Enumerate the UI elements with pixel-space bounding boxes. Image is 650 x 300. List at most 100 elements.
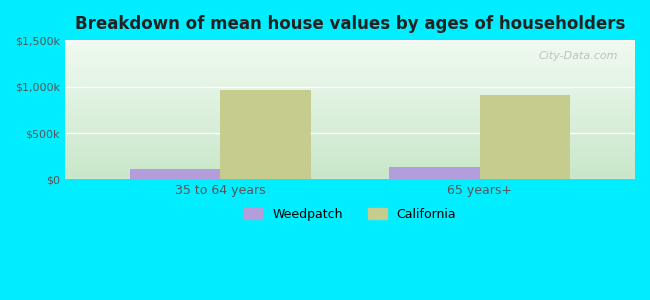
Bar (65, 96, 635, 97)
Bar (65, 157, 635, 159)
Bar (65, 51, 635, 53)
Bar (65, 89, 635, 90)
Bar (65, 174, 635, 175)
Bar (65, 119, 635, 121)
Bar (65, 152, 635, 153)
Bar (65, 86, 635, 88)
Bar (65, 128, 635, 129)
Bar (65, 129, 635, 131)
Bar (65, 80, 635, 82)
Bar (65, 160, 635, 161)
Bar (65, 161, 635, 163)
Bar (65, 122, 635, 124)
Bar (65, 85, 635, 86)
Bar (65, 131, 635, 132)
Bar (65, 94, 635, 96)
Bar (65, 44, 635, 46)
Bar (65, 118, 635, 119)
Bar (65, 50, 635, 51)
Bar (65, 132, 635, 134)
Bar (65, 175, 635, 177)
Bar (65, 71, 635, 72)
Bar (65, 171, 635, 172)
Bar (129, 169, 220, 179)
Bar (389, 167, 480, 179)
Text: City-Data.com: City-Data.com (538, 51, 618, 61)
Bar (65, 170, 635, 171)
Bar (65, 143, 635, 145)
Bar (65, 46, 635, 47)
Bar (65, 124, 635, 125)
Bar (65, 177, 635, 178)
Bar (65, 92, 635, 93)
Bar (65, 74, 635, 75)
Bar (65, 117, 635, 118)
Bar (65, 75, 635, 76)
Bar (65, 56, 635, 57)
Bar (65, 111, 635, 112)
Bar (65, 136, 635, 138)
Legend: Weedpatch, California: Weedpatch, California (239, 203, 462, 226)
Bar (65, 64, 635, 65)
Bar (65, 93, 635, 94)
Bar (65, 40, 635, 41)
Bar (65, 159, 635, 160)
Bar (65, 168, 635, 170)
Bar (65, 114, 635, 116)
Bar (65, 121, 635, 122)
Bar (65, 69, 635, 71)
Bar (65, 140, 635, 142)
Bar (65, 65, 635, 67)
Bar (65, 139, 635, 140)
Bar (65, 125, 635, 127)
Bar (65, 78, 635, 79)
Bar (65, 68, 635, 69)
Bar (65, 76, 635, 78)
Bar (65, 100, 635, 101)
Bar (65, 127, 635, 128)
Bar (65, 116, 635, 117)
Bar (65, 54, 635, 56)
Bar (65, 60, 635, 61)
Bar (65, 83, 635, 85)
Bar (65, 164, 635, 166)
Bar (220, 90, 311, 179)
Bar (65, 149, 635, 150)
Bar (65, 62, 635, 64)
Bar (65, 138, 635, 139)
Bar (65, 135, 635, 136)
Bar (65, 147, 635, 149)
Bar (65, 79, 635, 80)
Bar (65, 112, 635, 114)
Bar (65, 90, 635, 92)
Bar (65, 88, 635, 89)
Bar (65, 41, 635, 43)
Bar (65, 167, 635, 168)
Bar (65, 110, 635, 111)
Bar (65, 156, 635, 157)
Bar (65, 82, 635, 83)
Bar (65, 153, 635, 154)
Bar (65, 145, 635, 146)
Bar (65, 166, 635, 167)
Bar (65, 178, 635, 179)
Bar (65, 97, 635, 99)
Bar (65, 154, 635, 156)
Title: Breakdown of mean house values by ages of householders: Breakdown of mean house values by ages o… (75, 15, 625, 33)
Bar (65, 150, 635, 152)
Bar (65, 104, 635, 106)
Bar (65, 47, 635, 49)
Bar (65, 142, 635, 143)
Bar (65, 101, 635, 103)
Bar (65, 163, 635, 164)
Bar (65, 134, 635, 135)
Bar (65, 49, 635, 50)
Bar (65, 61, 635, 62)
Bar (65, 106, 635, 107)
Bar (480, 95, 570, 179)
Bar (65, 172, 635, 174)
Bar (65, 107, 635, 108)
Bar (65, 99, 635, 100)
Bar (65, 57, 635, 58)
Bar (65, 103, 635, 104)
